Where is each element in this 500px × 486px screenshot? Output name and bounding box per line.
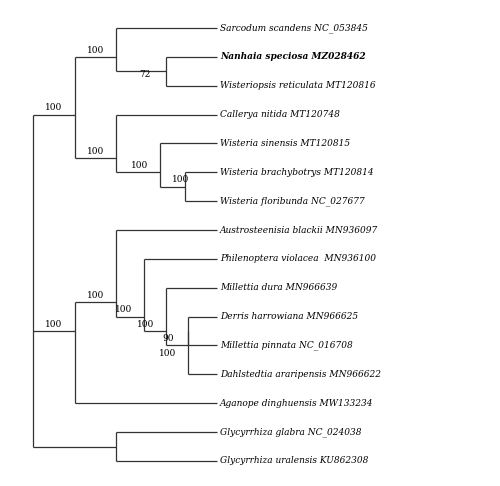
Text: 100: 100 bbox=[46, 103, 62, 112]
Text: 72: 72 bbox=[140, 70, 150, 79]
Text: Sarcodum scandens NC_053845: Sarcodum scandens NC_053845 bbox=[220, 23, 368, 33]
Text: 100: 100 bbox=[86, 291, 104, 300]
Text: Derris harrowiana MN966625: Derris harrowiana MN966625 bbox=[220, 312, 358, 321]
Text: Dahlstedtia araripensis MN966622: Dahlstedtia araripensis MN966622 bbox=[220, 370, 381, 379]
Text: Wisteria brachybotrys MT120814: Wisteria brachybotrys MT120814 bbox=[220, 168, 374, 177]
Text: Wisteria sinensis MT120815: Wisteria sinensis MT120815 bbox=[220, 139, 350, 148]
Text: 100: 100 bbox=[159, 348, 176, 358]
Text: Millettia pinnata NC_016708: Millettia pinnata NC_016708 bbox=[220, 341, 352, 350]
Text: Glycyrrhiza uralensis KU862308: Glycyrrhiza uralensis KU862308 bbox=[220, 456, 368, 466]
Text: Glycyrrhiza glabra NC_024038: Glycyrrhiza glabra NC_024038 bbox=[220, 427, 362, 437]
Text: 90: 90 bbox=[162, 334, 173, 343]
Text: Wisteriopsis reticulata MT120816: Wisteriopsis reticulata MT120816 bbox=[220, 81, 376, 90]
Text: 100: 100 bbox=[172, 175, 189, 184]
Text: 100: 100 bbox=[137, 320, 154, 329]
Text: Philenoptera violacea  MN936100: Philenoptera violacea MN936100 bbox=[220, 254, 376, 263]
Text: 100: 100 bbox=[115, 305, 132, 314]
Text: Austrosteenisia blackii MN936097: Austrosteenisia blackii MN936097 bbox=[220, 226, 378, 235]
Text: Aganope dinghuensis MW133234: Aganope dinghuensis MW133234 bbox=[220, 399, 374, 408]
Text: 100: 100 bbox=[86, 46, 104, 54]
Text: 100: 100 bbox=[86, 147, 104, 156]
Text: Nanhaia speciosa MZ028462: Nanhaia speciosa MZ028462 bbox=[220, 52, 366, 61]
Text: 100: 100 bbox=[130, 161, 148, 170]
Text: 100: 100 bbox=[46, 320, 62, 329]
Text: Millettia dura MN966639: Millettia dura MN966639 bbox=[220, 283, 337, 292]
Text: Callerya nitida MT120748: Callerya nitida MT120748 bbox=[220, 110, 340, 119]
Text: Wisteria floribunda NC_027677: Wisteria floribunda NC_027677 bbox=[220, 196, 364, 206]
